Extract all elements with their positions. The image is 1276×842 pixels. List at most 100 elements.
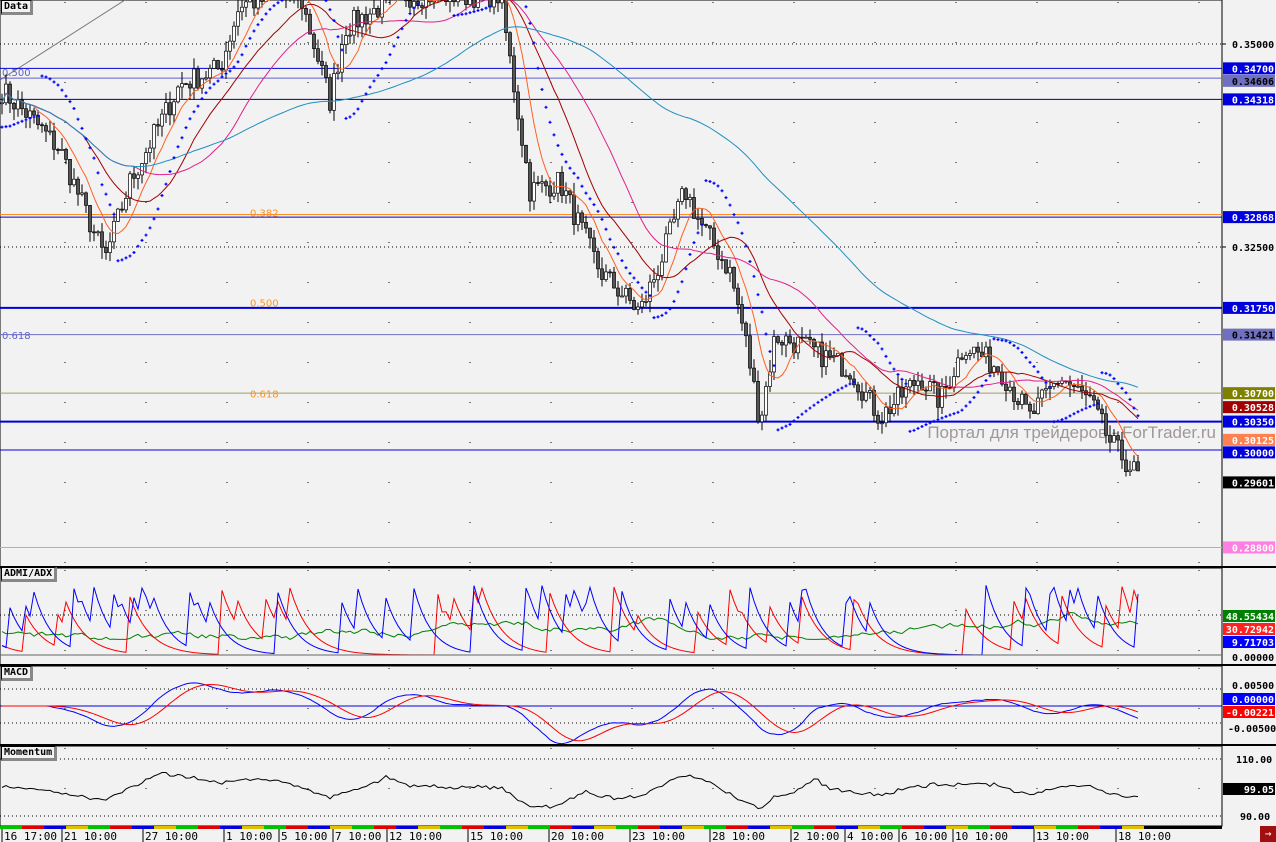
sar-dot xyxy=(1084,406,1088,410)
candle-body xyxy=(908,380,912,388)
time-label: 7 10:00 xyxy=(335,830,381,842)
sar-dot xyxy=(264,12,268,16)
time-label: 6 10:00 xyxy=(901,830,947,842)
candle-body xyxy=(880,422,884,425)
session-segment xyxy=(814,826,836,829)
candle-body xyxy=(968,353,972,356)
candle-body xyxy=(1120,439,1124,461)
candle-body xyxy=(124,198,128,211)
candle-body xyxy=(1012,386,1016,402)
macd-value-label-bg xyxy=(1223,706,1275,718)
exit-icon[interactable]: → xyxy=(1260,826,1276,842)
sar-dot xyxy=(52,80,56,84)
price-label: 0.30528 xyxy=(1232,403,1274,414)
candle-body xyxy=(964,355,968,360)
sar-dot xyxy=(892,367,896,371)
sar-dot xyxy=(764,332,768,336)
sar-dot xyxy=(240,53,244,57)
sar-dot xyxy=(896,372,900,376)
candle-body xyxy=(260,0,264,2)
sar-dot xyxy=(168,170,172,174)
sar-dot xyxy=(1128,397,1132,401)
sar-dot xyxy=(560,152,564,156)
sar-dot xyxy=(324,0,328,3)
sar-dot xyxy=(476,9,480,13)
session-segment xyxy=(44,826,66,829)
sar-dot xyxy=(1132,406,1136,410)
sar-dot xyxy=(860,327,864,331)
candle-body xyxy=(188,83,192,89)
sar-dot xyxy=(648,294,652,298)
time-label: 5 10:00 xyxy=(281,830,327,842)
watermark: Портал для трейдеров - ForTrader.ru xyxy=(927,423,1216,442)
candle-body xyxy=(196,68,200,89)
candle-body xyxy=(76,178,80,195)
sar-dot xyxy=(824,395,828,399)
candle-body xyxy=(988,346,992,373)
sar-dot xyxy=(604,227,608,231)
sar-dot xyxy=(948,413,952,417)
candle-body xyxy=(420,5,424,8)
candle-body xyxy=(728,267,732,274)
session-segment xyxy=(1034,826,1056,829)
sar-dot xyxy=(24,118,28,122)
price-label-bg xyxy=(1223,211,1275,224)
sar-dot xyxy=(1056,419,1060,423)
candle-body xyxy=(324,65,328,78)
candle-body xyxy=(48,130,52,133)
candle-body xyxy=(944,386,948,388)
sar-dot xyxy=(1100,371,1104,375)
time-label: 18 10:00 xyxy=(1118,830,1171,842)
sar-dot xyxy=(276,1,280,5)
sar-dot xyxy=(356,107,360,111)
sar-dot xyxy=(828,393,832,397)
sar-dot xyxy=(148,226,152,230)
sar-dot xyxy=(644,290,648,294)
sar-dot xyxy=(584,191,588,195)
candle-body xyxy=(328,77,332,111)
sar-dot xyxy=(932,419,936,423)
price-label: 0.30700 xyxy=(1232,389,1274,400)
candle-body xyxy=(244,1,248,8)
candle-body xyxy=(1132,461,1136,471)
candle-body xyxy=(236,11,240,27)
sar-dot xyxy=(696,231,700,235)
sar-dot xyxy=(1028,360,1032,364)
sar-dot xyxy=(928,421,932,425)
candle-body xyxy=(584,222,588,229)
candle-body xyxy=(856,384,860,393)
candle-body xyxy=(896,386,900,405)
sar-dot xyxy=(1032,365,1036,369)
sar-dot xyxy=(956,410,960,414)
sar-dot xyxy=(1024,356,1028,360)
adx-value-label-bg xyxy=(1223,623,1275,635)
candle-body xyxy=(16,99,20,110)
candle-body xyxy=(1076,385,1080,388)
sar-dot xyxy=(96,171,100,175)
macd-value-label: -0.00221 xyxy=(1226,708,1274,719)
sar-dot xyxy=(740,231,744,235)
sar-dot xyxy=(380,67,384,71)
sar-dot xyxy=(664,311,668,315)
session-segment xyxy=(858,826,880,829)
session-segment xyxy=(594,826,616,829)
candle-body xyxy=(808,336,812,340)
candle-body xyxy=(532,182,536,202)
price-tick-label: 0.35000 xyxy=(1232,40,1274,51)
sar-dot xyxy=(220,75,224,79)
candle-body xyxy=(348,34,352,37)
candle-body xyxy=(632,300,636,310)
sar-dot xyxy=(452,14,456,18)
session-segment xyxy=(1012,826,1034,829)
price-label-bg xyxy=(1223,541,1275,554)
sar-dot xyxy=(1004,339,1008,343)
sar-dot xyxy=(628,271,632,275)
session-segment xyxy=(0,826,22,829)
sar-dot xyxy=(224,72,228,76)
candle-body xyxy=(992,366,996,373)
sar-dot xyxy=(684,267,688,271)
sar-dot xyxy=(624,266,628,270)
sar-dot xyxy=(756,293,760,297)
candle-body xyxy=(164,102,168,115)
